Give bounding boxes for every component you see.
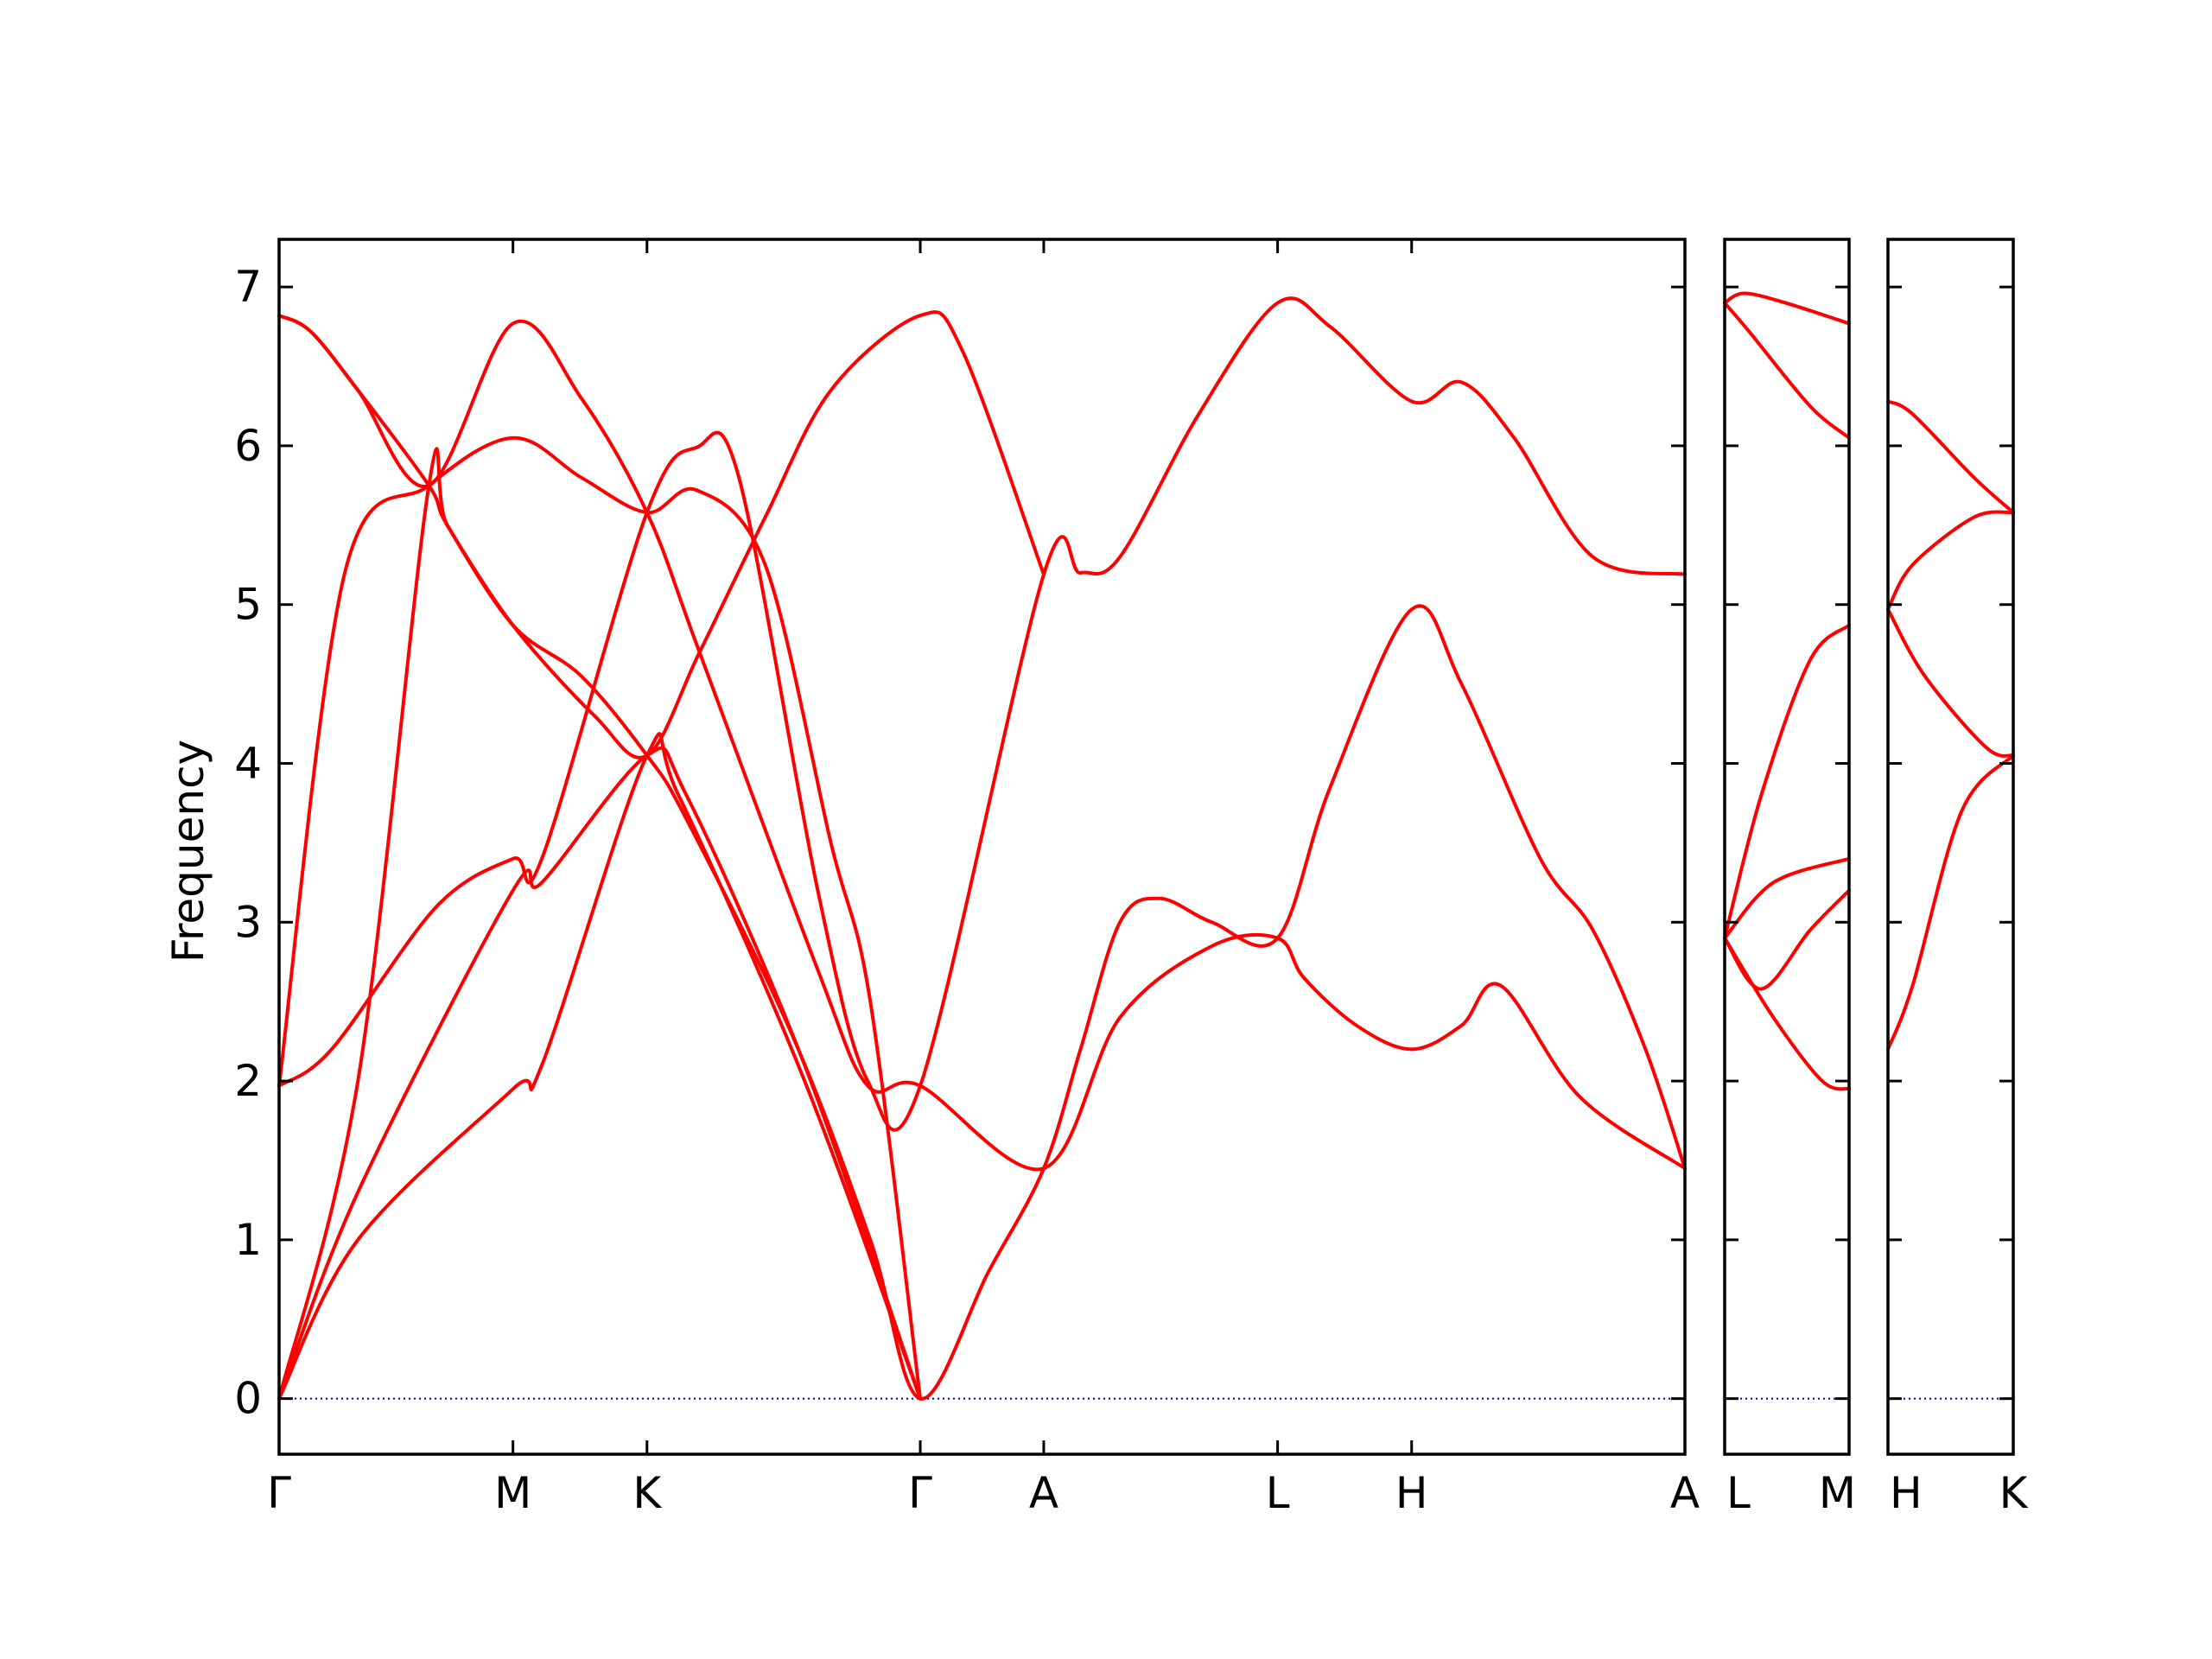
y-tick-label: 6 [234,421,262,471]
band-branch-2-1 [1723,291,1851,326]
band-branch-1-3 [277,296,1687,1132]
band-branch-2-3 [1723,623,1851,940]
x-tick-label-K: K [1999,1468,2029,1518]
band-branch-2-6 [1723,936,1851,1091]
x-tick-label-M: M [1819,1468,1856,1518]
x-tick-label-K: K [632,1468,662,1518]
panel-1: 0 1 2 3 4 5 6 7 Γ M K Γ A L H A [234,238,1700,1518]
plot-frame [277,238,1687,1456]
band-branch-1-4 [277,435,923,1401]
y-axis-label: Frequency [163,740,213,963]
y-tick-label: 1 [234,1215,262,1265]
x-tick-label-A: A [1670,1468,1700,1518]
x-tick-label-L: L [1726,1468,1751,1518]
x-tick-label-M: M [494,1468,531,1518]
band-branch-1-5 [277,310,1046,1401]
x-tick-label-H: H [1395,1468,1428,1518]
band-branch-1-7 [277,732,923,1401]
band-branch-3-2 [1886,510,2015,612]
band-branch-2-4 [1723,856,1851,940]
x-tick-label-L: L [1266,1468,1290,1518]
band-branch-1-6 [277,746,923,1401]
band-branch-2-5 [1723,888,1851,991]
band-branch-3-4 [1886,753,2015,1052]
band-branch-3-1 [1886,399,2015,515]
y-tick-label: 2 [234,1056,262,1106]
y-tick-label: 4 [234,739,262,789]
y-tick-label: 0 [234,1374,262,1424]
y-tick-label: 7 [234,262,262,312]
x-tick-label-H: H [1890,1468,1923,1518]
band-branch-1-1 [277,314,1687,1172]
x-tick-label-A: A [1029,1468,1058,1518]
band-branch-2-2 [1723,301,1851,440]
x-tick-label-Γ: Γ [908,1468,932,1518]
y-tick-label: 5 [234,580,262,630]
y-tick-label: 3 [234,897,262,947]
plot-frame [1886,238,2015,1456]
band-branch-3-3 [1886,607,2015,758]
x-tick-label-Γ: Γ [267,1468,291,1518]
band-branch-1-2 [277,314,1687,1401]
plot-frame [1723,238,1851,1456]
